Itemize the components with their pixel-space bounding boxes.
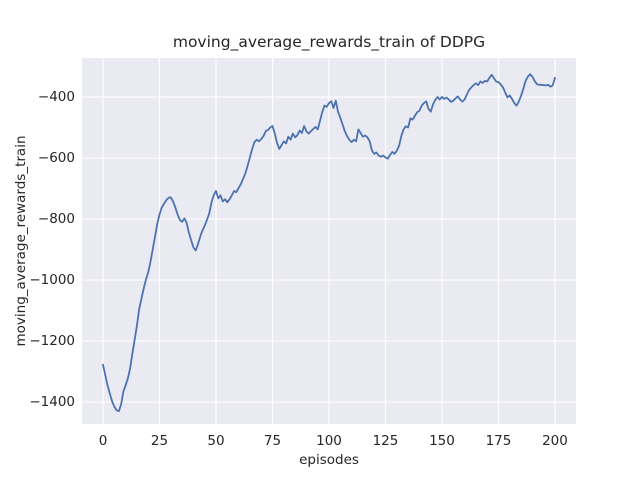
x-axis-label: episodes [299, 452, 359, 468]
x-tick-label: 100 [316, 433, 342, 449]
y-tick-label: −600 [37, 150, 75, 167]
y-tick-label: −800 [37, 211, 75, 228]
y-tick-label: −1400 [29, 394, 75, 411]
x-tick-label: 75 [263, 433, 282, 449]
y-tick-label: −1000 [29, 272, 75, 289]
x-tick-label: 200 [542, 433, 568, 449]
x-tick-label: 125 [372, 433, 399, 449]
x-tick-label: 25 [150, 433, 169, 449]
x-tick-label: 50 [207, 433, 225, 449]
data-series-line [102, 73, 556, 413]
x-tick-label: 175 [485, 433, 512, 449]
y-tick-label: −400 [37, 89, 75, 106]
y-axis-label: moving_average_rewards_train [13, 135, 29, 347]
x-tick-label: 150 [429, 433, 455, 449]
chart-title: moving_average_rewards_train of DDPG [172, 33, 486, 51]
y-tick-label: −1200 [29, 333, 75, 350]
x-tick-label: 0 [98, 433, 108, 449]
